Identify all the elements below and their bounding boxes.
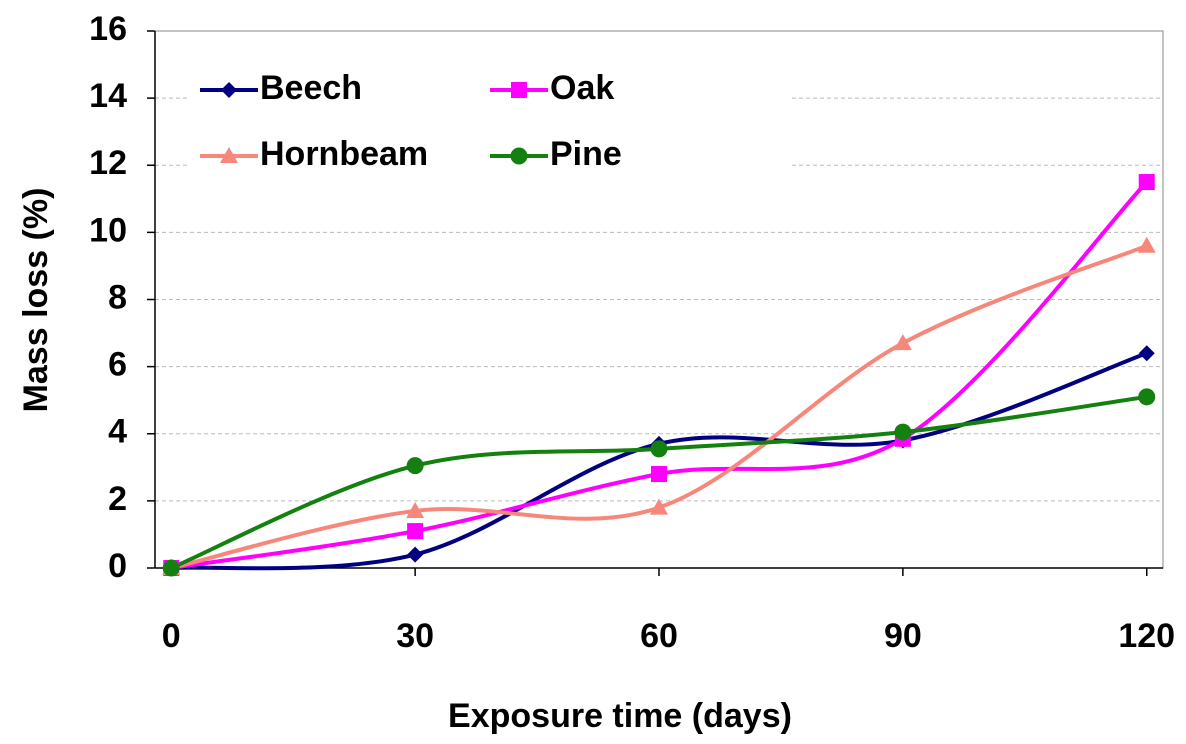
marker [406, 501, 425, 518]
marker [893, 334, 912, 351]
marker [894, 423, 912, 441]
y-tick-label: 10 [89, 211, 127, 249]
x-tick-label: 120 [1118, 617, 1175, 655]
y-tick-label: 2 [108, 480, 127, 518]
marker [651, 466, 667, 483]
y-tick-label: 16 [89, 10, 127, 48]
y-tick-label: 12 [89, 144, 127, 182]
marker [511, 82, 527, 98]
marker [650, 440, 668, 458]
series-line [170, 243, 1148, 570]
y-tick-label: 6 [108, 346, 127, 384]
marker [510, 147, 528, 165]
marker [407, 523, 424, 540]
series-line [170, 394, 1148, 570]
legend: Beech Oak Hornbeam Pine [190, 36, 790, 196]
x-tick-label: 90 [884, 617, 922, 655]
marker [220, 147, 238, 163]
marker [1137, 236, 1156, 253]
x-tick-label: 60 [640, 617, 678, 655]
legend-label: Pine [550, 135, 622, 173]
marker [1138, 174, 1155, 191]
y-tick-label: 0 [108, 547, 127, 585]
x-axis-title: Exposure time (days) [448, 697, 792, 735]
y-tick-label: 8 [108, 278, 127, 316]
marker [1138, 388, 1156, 406]
y-tick-label: 4 [108, 413, 127, 451]
marker [221, 82, 237, 98]
series-line [171, 351, 1148, 571]
marker [650, 498, 668, 515]
y-axis-title: Mass loss (%) [17, 188, 55, 413]
legend-label: Hornbeam [260, 135, 428, 173]
legend-label: Beech [260, 69, 362, 107]
series-line [170, 180, 1149, 570]
y-tick-label: 14 [89, 77, 127, 115]
marker [1138, 345, 1155, 362]
legend-box [190, 36, 790, 196]
x-tick-label: 30 [396, 617, 434, 655]
legend-label: Oak [550, 69, 614, 107]
marker [406, 457, 424, 475]
marker [162, 559, 180, 577]
x-tick-label: 0 [162, 617, 181, 655]
marker [407, 546, 424, 563]
